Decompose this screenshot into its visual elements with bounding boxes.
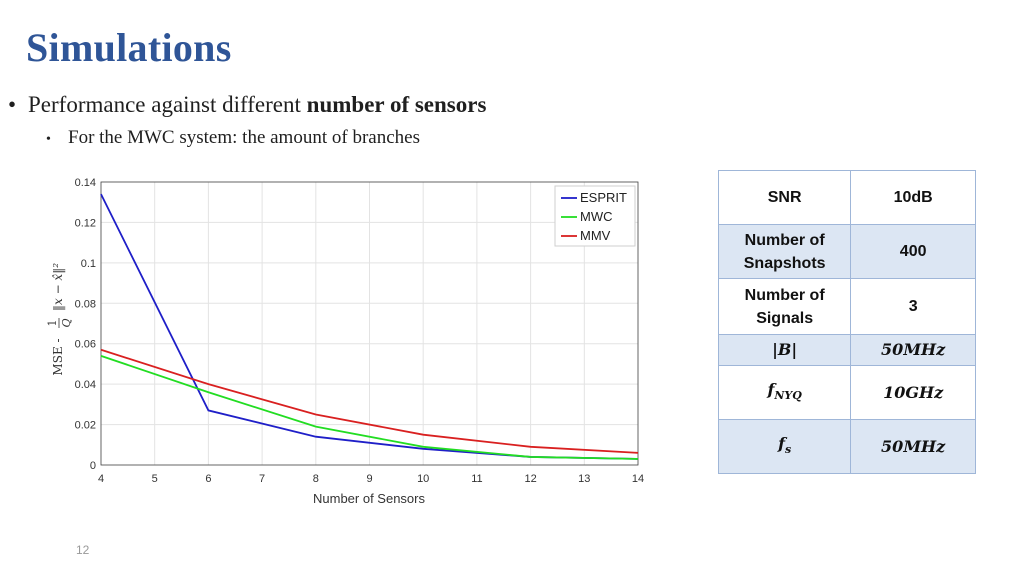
- y-axis-label-mse: MSE -: [51, 338, 65, 375]
- table-row: SNR 10dB: [717, 170, 976, 225]
- y-axis-label: MSE - 1 Q ‖x − x̂‖²: [46, 263, 73, 376]
- param-value: 10dB: [850, 170, 976, 225]
- parameter-table: SNR 10dB Number of Snapshots 400 Number …: [717, 170, 976, 474]
- table-row: fNYQ 10GHz: [717, 365, 976, 420]
- param-value-fs: 50MHz: [850, 419, 976, 474]
- param-label: Number of Signals: [717, 278, 852, 335]
- param-value: 400: [850, 224, 976, 279]
- param-label-fnyq: fNYQ: [717, 365, 852, 420]
- y-tick-label: 0: [90, 460, 96, 472]
- y-tick-label: 0.04: [75, 379, 96, 391]
- table-row: Number of Signals 3: [717, 278, 976, 335]
- param-label-bandwidth: |B|: [717, 334, 852, 366]
- y-axis-label-norm: ‖x − x̂‖²: [51, 263, 65, 311]
- table-row: |B| 50MHz: [717, 334, 976, 366]
- param-label-fs: fs: [717, 419, 852, 474]
- param-value-math: 50MHz: [881, 340, 946, 359]
- sub-bullet-mwc: • For the MWC system: the amount of branc…: [46, 127, 420, 149]
- param-label: SNR: [717, 170, 852, 225]
- y-tick-label: 0.06: [75, 339, 96, 351]
- param-label-math: |B|: [772, 340, 798, 359]
- param-value: 3: [850, 278, 976, 335]
- x-tick-label: 6: [205, 473, 211, 485]
- x-tick-label: 12: [524, 473, 536, 485]
- param-label: Number of Snapshots: [717, 224, 852, 279]
- legend-label: MMV: [580, 228, 611, 243]
- param-value-math: 10GHz: [883, 382, 944, 402]
- param-value-fnyq: 10GHz: [850, 365, 976, 420]
- x-tick-label: 9: [366, 473, 372, 485]
- y-tick-label: 0.02: [75, 420, 96, 432]
- param-value-math: 50MHz: [881, 436, 946, 456]
- param-label-math: fNYQ: [767, 379, 802, 403]
- legend-label: MWC: [580, 209, 613, 224]
- y-tick-label: 0.1: [81, 258, 96, 270]
- x-tick-label: 14: [632, 473, 644, 485]
- bullet-dot: •: [8, 92, 17, 117]
- y-tick-label: 0.08: [75, 298, 96, 310]
- x-tick-label: 11: [471, 473, 482, 485]
- table-row: Number of Snapshots 400: [717, 224, 976, 279]
- mse-line-chart: 4 5 6 7 8 9 10 11 12 13 14 0 0.02 0.04 0.06 0.08 0.1 0.12…: [46, 177, 645, 506]
- sub-bullet-text: For the MWC system: the amount of branch…: [68, 127, 420, 148]
- bullet-text: Performance against different: [28, 92, 307, 117]
- param-value-bandwidth: 50MHz: [850, 334, 976, 366]
- series-line-mmv: [100, 348, 639, 454]
- param-label-math: fs: [778, 433, 792, 457]
- x-tick-label: 5: [152, 473, 158, 485]
- page-number: 12: [76, 543, 90, 557]
- x-axis-label: Number of Sensors: [313, 491, 425, 506]
- x-tick-label: 7: [259, 473, 265, 485]
- plot-area-frame: [100, 181, 639, 466]
- y-tick-label: 0.12: [75, 217, 96, 229]
- x-tick-label: 13: [578, 473, 590, 485]
- series-lines: [100, 193, 639, 460]
- y-axis-label-frac-den: Q: [60, 318, 73, 327]
- y-tick-label: 0.14: [75, 177, 96, 189]
- series-line-mwc: [100, 354, 639, 460]
- x-tick-label: 4: [98, 473, 104, 485]
- bullet-performance: • Performance against different number of…: [8, 92, 486, 118]
- bullet-bold-text: number of sensors: [306, 92, 487, 117]
- x-tick-label: 10: [417, 473, 429, 485]
- legend-label: ESPRIT: [580, 190, 627, 205]
- table-row: fs 50MHz: [717, 419, 976, 474]
- slide-title: Simulations: [26, 25, 232, 70]
- y-axis-label-frac-num: 1: [46, 320, 59, 327]
- chart-legend: ESPRIT MWC MMV: [554, 185, 636, 247]
- x-tick-label: 8: [313, 473, 319, 485]
- axis-ticks: 4 5 6 7 8 9 10 11 12 13 14 0 0.02 0.04 0.06 0.08 0.1 0.12…: [75, 177, 645, 485]
- sub-bullet-dot: •: [46, 132, 51, 147]
